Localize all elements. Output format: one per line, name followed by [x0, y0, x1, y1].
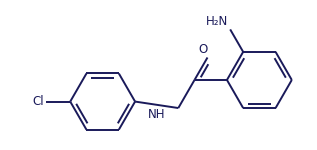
Text: Cl: Cl: [32, 95, 44, 108]
Text: H₂N: H₂N: [206, 15, 228, 28]
Text: O: O: [198, 43, 208, 56]
Text: NH: NH: [148, 108, 165, 121]
